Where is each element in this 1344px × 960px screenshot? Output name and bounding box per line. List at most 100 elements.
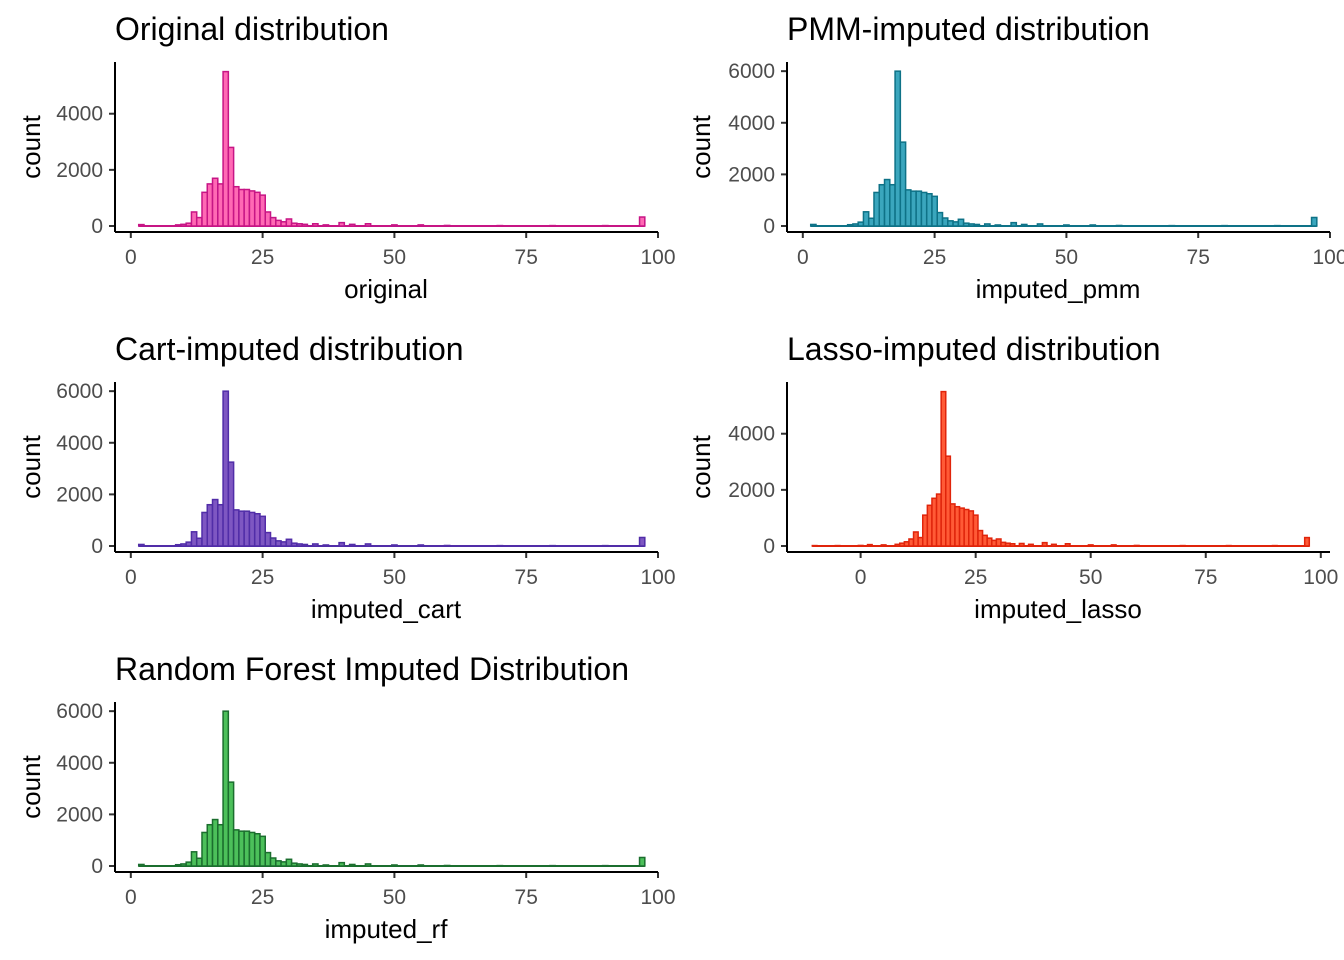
histogram-bar — [217, 503, 224, 547]
histogram-bar — [338, 541, 346, 547]
histogram-bar — [1271, 544, 1278, 547]
histogram-bar — [867, 217, 875, 227]
histogram-bar — [348, 223, 356, 227]
histogram-bar — [443, 544, 451, 547]
histogram-bar — [549, 864, 556, 867]
histogram-bar — [280, 221, 288, 227]
panel-title: Cart-imputed distribution — [115, 331, 464, 367]
panel-original: Original distribution original count 0 25… — [16, 11, 676, 304]
histogram-bar — [301, 543, 309, 547]
y-tick-label: 2000 — [728, 479, 775, 502]
histogram-bar — [275, 540, 282, 547]
histogram-bar — [883, 178, 891, 227]
y-tick-label: 4000 — [728, 423, 775, 446]
histogram-bar — [280, 861, 288, 867]
y-axis-label: count — [686, 434, 716, 498]
histogram-bar — [174, 863, 182, 867]
histogram-bar — [1133, 544, 1140, 547]
y-tick-label: 4000 — [56, 103, 103, 126]
x-tick-label: 50 — [1079, 566, 1102, 589]
histogram-bar — [601, 224, 609, 227]
histogram-bar — [338, 861, 346, 867]
histogram-bar — [301, 223, 309, 227]
histogram-bar — [311, 223, 319, 227]
histogram-bar — [185, 222, 193, 227]
histogram-bar — [910, 190, 917, 227]
y-tick-label: 2000 — [56, 483, 103, 506]
histogram-bar — [1179, 544, 1186, 547]
y-tick-label: 0 — [91, 855, 103, 878]
x-tick-label: 75 — [515, 886, 538, 909]
histogram-bar — [601, 544, 609, 547]
histogram-bar — [290, 862, 298, 867]
panel-title: Lasso-imputed distribution — [787, 331, 1161, 367]
histogram-bar — [931, 195, 938, 227]
histogram-bar — [290, 542, 298, 547]
histogram-bar — [217, 823, 224, 867]
histogram-bar — [248, 190, 256, 227]
histogram-bar — [549, 544, 556, 547]
histogram-bar — [211, 177, 219, 227]
histogram-bar — [443, 864, 451, 867]
histogram-bar — [264, 851, 272, 867]
histogram-bar — [137, 223, 145, 227]
histogram-bar — [238, 188, 245, 227]
histogram-bar — [809, 223, 817, 227]
x-tick-label: 25 — [251, 566, 274, 589]
histogram-bar — [904, 189, 912, 227]
histogram-bar — [195, 857, 203, 867]
histogram-bar — [878, 183, 886, 227]
histogram-bar — [364, 223, 372, 227]
histogram-bar — [338, 221, 346, 227]
ticks-group: 0 25 50 75 100 0 2000 4000 6000 — [56, 380, 675, 589]
histogram-bar — [185, 541, 193, 547]
histogram-bar — [137, 863, 145, 867]
histogram-bar — [222, 70, 230, 227]
histogram-bar — [174, 224, 182, 227]
histogram-bar — [945, 455, 952, 547]
histogram-bar — [1009, 543, 1016, 547]
histogram-bar — [348, 863, 356, 867]
histogram-bar — [269, 537, 277, 547]
histogram-bar — [496, 864, 504, 867]
bars-group — [137, 710, 646, 867]
histogram-bar — [920, 191, 928, 227]
histogram-bar — [1050, 543, 1057, 547]
histogram-bar — [496, 224, 504, 227]
histogram-bar — [894, 70, 902, 227]
histogram-bar — [227, 146, 235, 227]
histogram-bar — [811, 544, 818, 547]
x-tick-label: 25 — [251, 246, 274, 269]
histogram-bar — [243, 830, 251, 867]
y-tick-label: 0 — [763, 215, 775, 238]
histogram-bar — [217, 183, 224, 227]
x-tick-label: 0 — [125, 246, 137, 269]
histogram-bar — [941, 217, 949, 227]
ticks-group: 0 25 50 75 100 0 2000 4000 — [728, 423, 1338, 589]
histogram-bar — [889, 183, 896, 227]
panel-title: Original distribution — [115, 11, 389, 47]
histogram-bar — [925, 192, 933, 227]
histogram-bar — [957, 218, 965, 227]
histogram-bar — [1027, 543, 1034, 547]
panel-title: PMM-imputed distribution — [787, 11, 1150, 47]
histogram-bar — [638, 856, 646, 867]
x-tick-label: 25 — [964, 566, 987, 589]
histogram-bar — [322, 544, 330, 547]
histogram-bar — [227, 781, 235, 867]
x-axis-label: original — [344, 274, 428, 304]
histogram-bar — [322, 224, 330, 227]
histogram-bar — [1010, 221, 1018, 227]
panel-title: Random Forest Imputed Distribution — [115, 651, 629, 687]
histogram-bar — [348, 543, 356, 547]
histogram-bar — [296, 223, 303, 227]
histogram-bar — [185, 861, 193, 867]
histogram-bar — [364, 863, 372, 867]
histogram-bar — [264, 211, 272, 227]
histogram-bar — [1089, 224, 1097, 227]
x-axis-label: imputed_rf — [325, 914, 449, 944]
x-axis-label: imputed_lasso — [974, 594, 1142, 624]
x-tick-label: 50 — [383, 246, 406, 269]
y-tick-label: 4000 — [56, 432, 103, 455]
histogram-bar — [601, 864, 609, 867]
